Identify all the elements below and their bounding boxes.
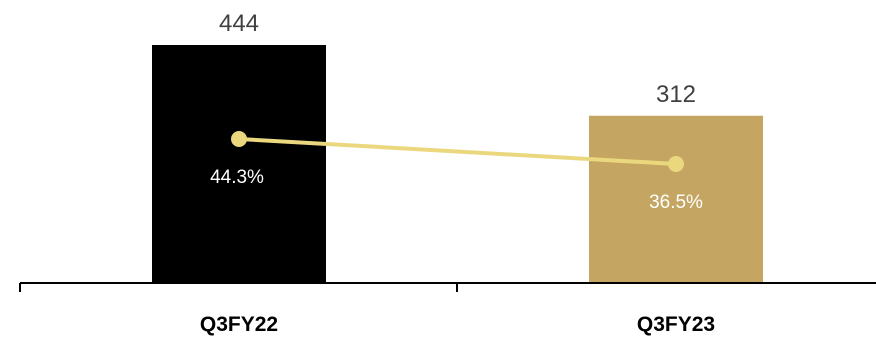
category-label: Q3FY22: [200, 313, 278, 336]
bar-q3fy23: [589, 115, 763, 283]
x-axis: [19, 282, 876, 292]
bar-series: [152, 45, 763, 283]
line-point: [668, 156, 684, 172]
line-point: [231, 131, 247, 147]
line-value-label: 44.3%: [210, 167, 264, 188]
line-series: [231, 131, 684, 172]
line-value-label: 36.5%: [649, 192, 703, 213]
labels: 444 312 44.3% 36.5% Q3FY22 Q3FY23: [200, 10, 715, 336]
bar-value-label: 444: [219, 10, 259, 37]
bar-value-label: 312: [656, 81, 696, 108]
bar-q3fy22: [152, 45, 326, 283]
line-path: [238, 137, 677, 166]
category-label: Q3FY23: [637, 313, 715, 336]
